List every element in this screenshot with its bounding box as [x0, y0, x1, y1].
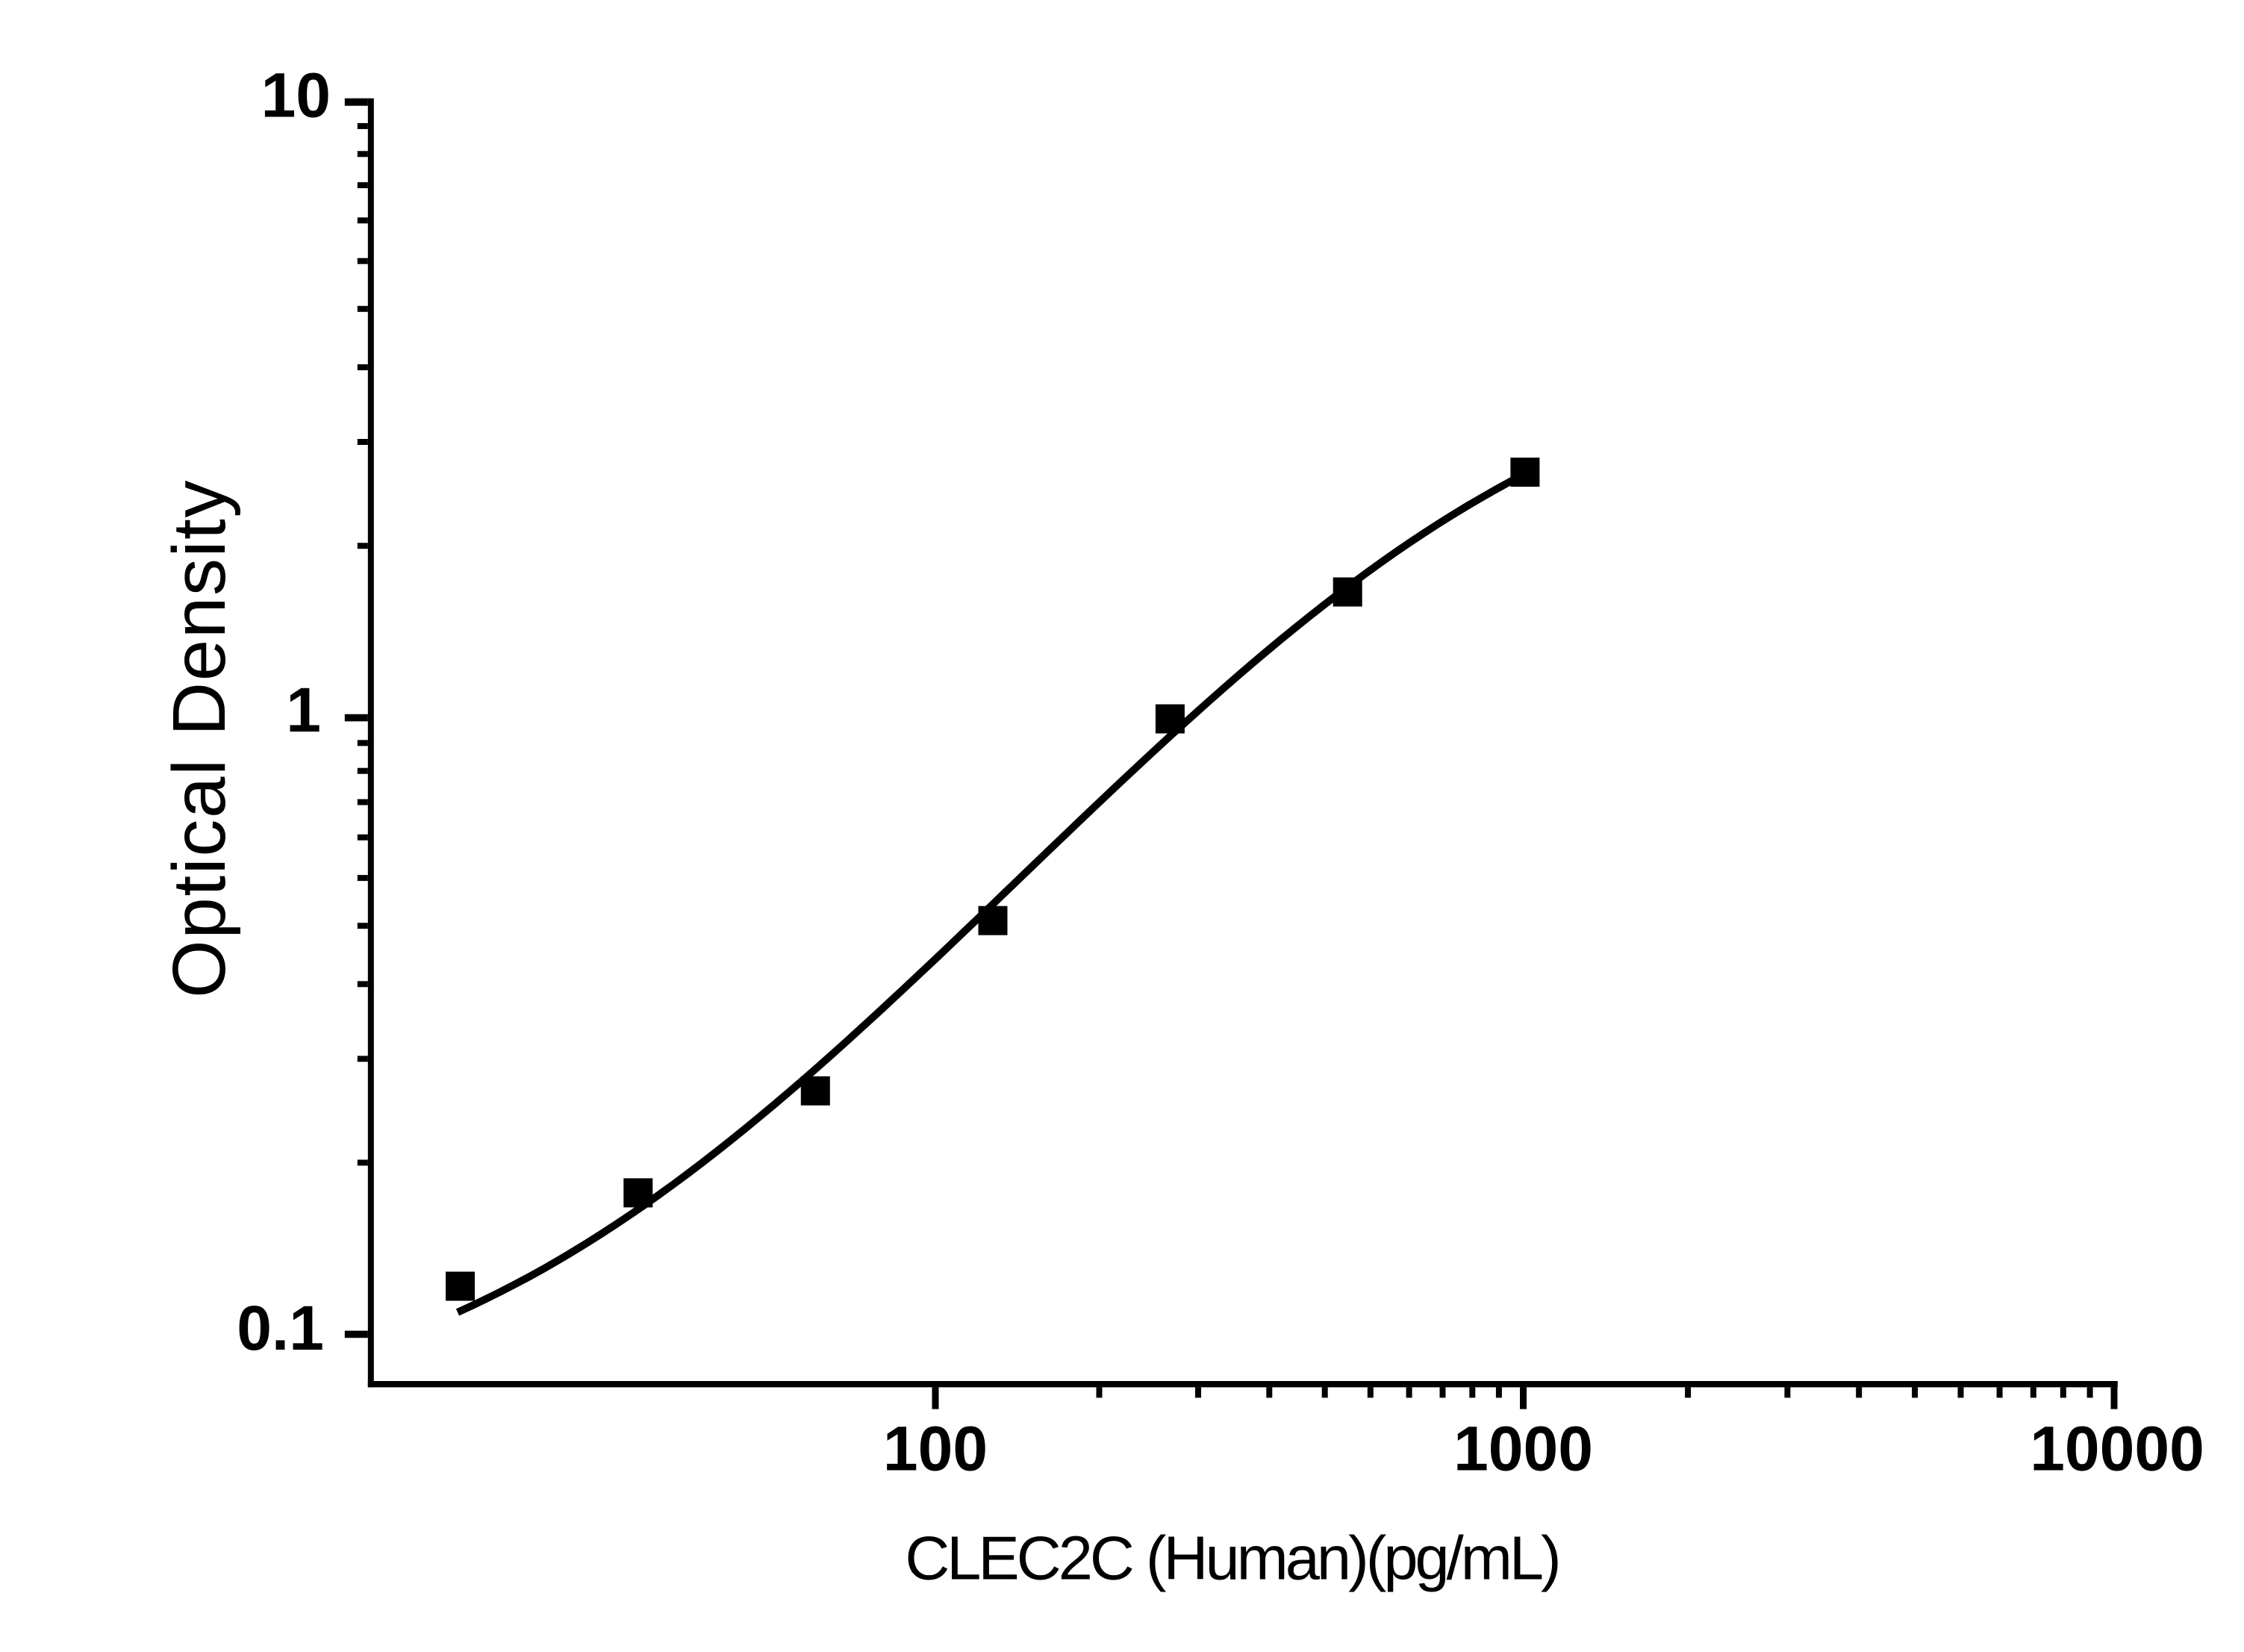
svg-text:100: 100: [883, 1414, 988, 1484]
svg-text:0.1: 0.1: [237, 1293, 324, 1363]
svg-text:1000: 1000: [1453, 1414, 1593, 1484]
svg-text:1: 1: [286, 675, 321, 745]
svg-text:Optical Density: Optical Density: [158, 479, 241, 998]
svg-text:CLEC2C (Human)(pg/mL): CLEC2C (Human)(pg/mL): [905, 1524, 1558, 1593]
svg-text:10: 10: [261, 60, 331, 131]
svg-text:10000: 10000: [2030, 1414, 2204, 1484]
